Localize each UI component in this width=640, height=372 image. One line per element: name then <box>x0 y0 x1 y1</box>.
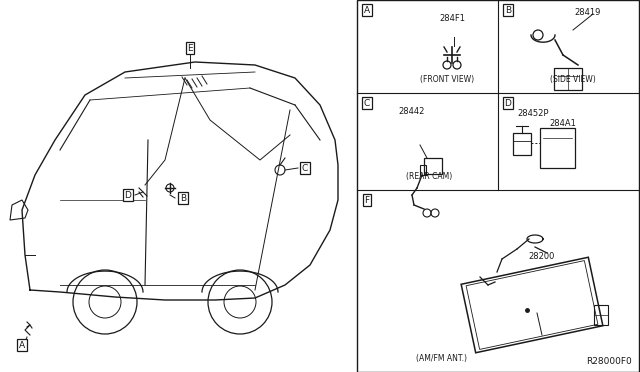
Text: 284A1: 284A1 <box>550 119 577 128</box>
Text: D: D <box>504 99 511 108</box>
Bar <box>554 68 582 90</box>
Text: B: B <box>180 193 186 202</box>
Text: A: A <box>19 340 25 350</box>
Text: E: E <box>187 44 193 52</box>
Text: C: C <box>302 164 308 173</box>
Text: R28000F0: R28000F0 <box>586 357 632 366</box>
Bar <box>357 0 639 372</box>
Text: (SIDE VIEW): (SIDE VIEW) <box>550 74 596 83</box>
Text: 28419: 28419 <box>575 8 601 17</box>
Bar <box>513 133 531 155</box>
Text: (REAR CAM): (REAR CAM) <box>406 171 452 180</box>
Bar <box>420 165 426 175</box>
Text: 28442: 28442 <box>399 107 425 116</box>
Text: D: D <box>125 190 131 199</box>
Bar <box>424 158 442 174</box>
Bar <box>540 128 575 168</box>
Text: (AM/FM ANT.): (AM/FM ANT.) <box>417 353 467 362</box>
Text: 284F1: 284F1 <box>439 14 465 23</box>
Text: 28452P: 28452P <box>517 109 548 118</box>
Text: F: F <box>364 196 369 205</box>
Text: C: C <box>364 99 370 108</box>
Text: 28200: 28200 <box>529 252 555 261</box>
Text: B: B <box>505 6 511 15</box>
Text: A: A <box>364 6 370 15</box>
Text: (FRONT VIEW): (FRONT VIEW) <box>420 74 474 83</box>
Bar <box>594 305 608 325</box>
